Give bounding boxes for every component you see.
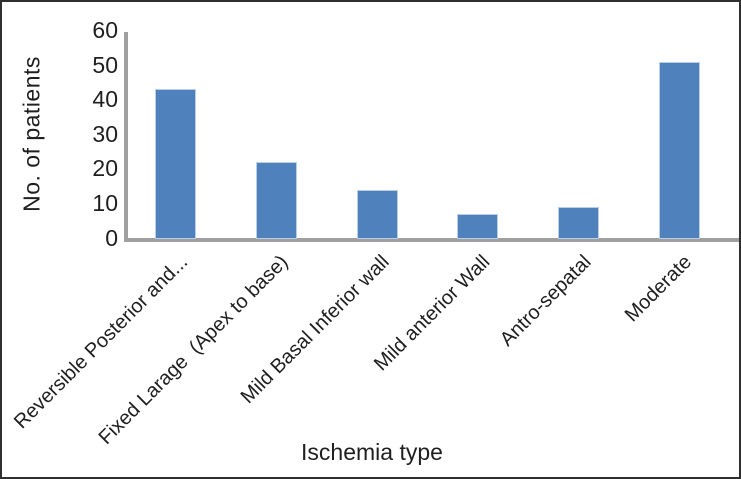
x-category-label: Reversible Posterior and... — [9, 251, 193, 434]
bar-2 — [256, 161, 297, 239]
bar-3 — [357, 189, 398, 239]
y-axis-line — [124, 32, 128, 242]
bar-5 — [558, 206, 599, 239]
y-tick-label: 60 — [92, 17, 118, 44]
x-axis-title: Ischemia type — [301, 439, 443, 465]
y-tick-label: 40 — [92, 86, 118, 113]
x-category-label: Antro-sepatal — [495, 251, 596, 351]
x-category-label: Moderate — [620, 251, 697, 327]
y-tick-label: 10 — [92, 189, 118, 216]
y-tick-label: 30 — [92, 120, 118, 147]
x-category-label: Fixed Larage (Apex to base) — [94, 251, 293, 449]
bar-6 — [659, 61, 700, 239]
bar-4 — [457, 213, 498, 239]
y-tick-label: 20 — [92, 155, 118, 182]
x-axis-line — [124, 238, 739, 242]
bar-1 — [155, 89, 196, 239]
y-tick-label: 50 — [92, 51, 118, 78]
y-tick-label: 0 — [105, 224, 118, 251]
